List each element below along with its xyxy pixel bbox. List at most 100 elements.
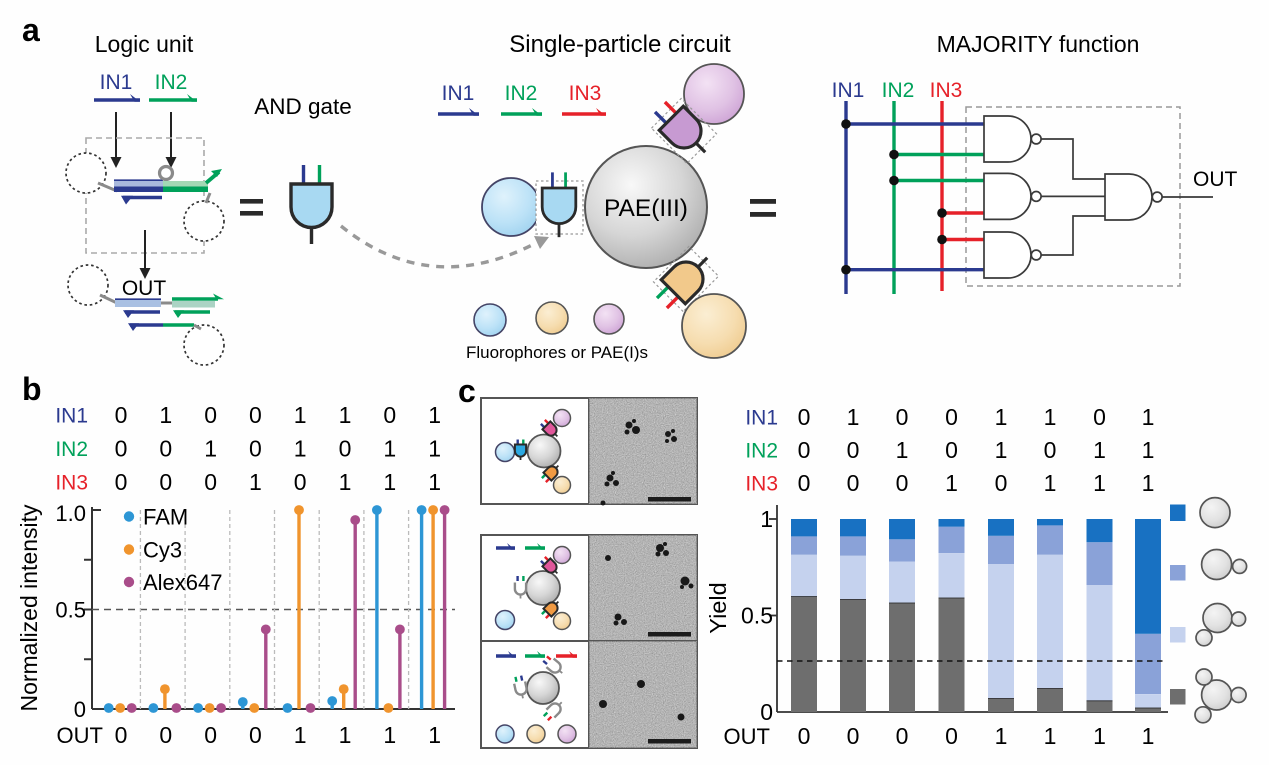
- svg-text:1: 1: [1142, 470, 1155, 496]
- svg-text:0: 0: [204, 469, 217, 495]
- svg-text:Single-particle circuit: Single-particle circuit: [509, 31, 731, 58]
- svg-text:0: 0: [760, 699, 773, 725]
- svg-text:0: 0: [896, 470, 909, 496]
- svg-text:IN3: IN3: [569, 82, 602, 105]
- svg-text:OUT: OUT: [57, 723, 103, 748]
- svg-text:1: 1: [383, 436, 396, 462]
- svg-text:0: 0: [115, 436, 128, 462]
- svg-text:1: 1: [294, 402, 307, 428]
- svg-text:0: 0: [896, 723, 909, 749]
- svg-text:OUT: OUT: [1193, 168, 1238, 191]
- svg-text:IN1: IN1: [55, 405, 88, 428]
- svg-text:1: 1: [1142, 437, 1155, 463]
- svg-text:0.5: 0.5: [741, 603, 773, 629]
- svg-text:AND gate: AND gate: [254, 94, 352, 119]
- svg-text:IN3: IN3: [745, 473, 778, 496]
- svg-text:IN2: IN2: [745, 440, 778, 463]
- svg-text:1: 1: [1093, 723, 1106, 749]
- svg-text:IN3: IN3: [930, 79, 963, 102]
- svg-text:0: 0: [1093, 404, 1106, 430]
- svg-text:1: 1: [159, 402, 172, 428]
- svg-text:Fluorophores or PAE(I)s: Fluorophores or PAE(I)s: [466, 343, 648, 362]
- svg-text:0: 0: [847, 723, 860, 749]
- svg-text:0: 0: [115, 469, 128, 495]
- svg-text:1: 1: [1093, 437, 1106, 463]
- svg-text:OUT: OUT: [724, 724, 770, 749]
- svg-text:IN1: IN1: [442, 82, 475, 105]
- svg-text:1: 1: [339, 402, 352, 428]
- svg-text:1: 1: [339, 722, 352, 748]
- svg-text:IN1: IN1: [100, 71, 133, 94]
- svg-text:0: 0: [115, 402, 128, 428]
- svg-text:0: 0: [74, 697, 86, 722]
- svg-text:1: 1: [896, 437, 909, 463]
- svg-text:IN1: IN1: [832, 79, 865, 102]
- svg-text:1: 1: [1142, 404, 1155, 430]
- svg-text:1: 1: [1093, 470, 1106, 496]
- svg-text:0: 0: [204, 722, 217, 748]
- svg-text:1: 1: [1044, 404, 1057, 430]
- svg-text:0: 0: [847, 470, 860, 496]
- svg-text:0: 0: [383, 402, 396, 428]
- svg-text:OUT: OUT: [122, 277, 167, 300]
- svg-text:IN2: IN2: [505, 82, 538, 105]
- svg-text:0: 0: [798, 437, 811, 463]
- svg-text:1: 1: [428, 469, 441, 495]
- svg-text:Cy3: Cy3: [143, 538, 182, 563]
- svg-text:1: 1: [294, 436, 307, 462]
- svg-text:PAE(III): PAE(III): [604, 195, 688, 222]
- svg-text:0: 0: [1044, 437, 1057, 463]
- svg-text:0: 0: [249, 402, 262, 428]
- svg-text:0: 0: [204, 402, 217, 428]
- svg-text:1: 1: [945, 470, 958, 496]
- svg-text:1: 1: [294, 722, 307, 748]
- svg-text:0: 0: [294, 469, 307, 495]
- svg-text:1: 1: [1044, 470, 1057, 496]
- svg-text:1: 1: [428, 722, 441, 748]
- svg-text:IN1: IN1: [745, 407, 778, 430]
- svg-text:0: 0: [115, 722, 128, 748]
- svg-text:0: 0: [995, 470, 1008, 496]
- svg-text:1: 1: [204, 436, 217, 462]
- svg-text:1: 1: [995, 404, 1008, 430]
- svg-text:0.5: 0.5: [55, 598, 86, 623]
- svg-text:0: 0: [798, 723, 811, 749]
- svg-text:0: 0: [945, 437, 958, 463]
- svg-text:0: 0: [159, 722, 172, 748]
- svg-text:0: 0: [798, 470, 811, 496]
- svg-text:0: 0: [159, 436, 172, 462]
- svg-text:1: 1: [1044, 723, 1057, 749]
- svg-text:0: 0: [339, 436, 352, 462]
- svg-text:c: c: [458, 373, 476, 409]
- svg-text:1: 1: [1142, 723, 1155, 749]
- svg-text:0: 0: [847, 437, 860, 463]
- svg-text:0: 0: [159, 469, 172, 495]
- svg-text:1: 1: [995, 437, 1008, 463]
- svg-text:1: 1: [995, 723, 1008, 749]
- svg-text:0: 0: [896, 404, 909, 430]
- svg-text:1: 1: [383, 469, 396, 495]
- svg-text:FAM: FAM: [143, 505, 188, 530]
- svg-text:b: b: [22, 371, 42, 407]
- svg-text:IN3: IN3: [55, 472, 88, 495]
- svg-text:0: 0: [249, 436, 262, 462]
- svg-text:Alex647: Alex647: [143, 570, 223, 595]
- svg-text:1.0: 1.0: [55, 501, 86, 526]
- svg-text:1: 1: [339, 469, 352, 495]
- svg-text:a: a: [22, 12, 40, 48]
- svg-text:Normalized intensity: Normalized intensity: [16, 504, 42, 712]
- svg-text:1: 1: [428, 402, 441, 428]
- svg-text:Logic unit: Logic unit: [95, 31, 194, 57]
- svg-text:0: 0: [945, 404, 958, 430]
- svg-text:Yield: Yield: [705, 582, 731, 633]
- svg-text:IN2: IN2: [155, 71, 188, 94]
- svg-text:0: 0: [798, 404, 811, 430]
- svg-text:IN2: IN2: [882, 79, 915, 102]
- svg-text:MAJORITY function: MAJORITY function: [937, 31, 1140, 57]
- svg-text:1: 1: [760, 506, 773, 532]
- svg-text:1: 1: [428, 436, 441, 462]
- svg-text:IN2: IN2: [55, 438, 88, 461]
- svg-text:1: 1: [249, 469, 262, 495]
- svg-text:1: 1: [383, 722, 396, 748]
- svg-text:0: 0: [945, 723, 958, 749]
